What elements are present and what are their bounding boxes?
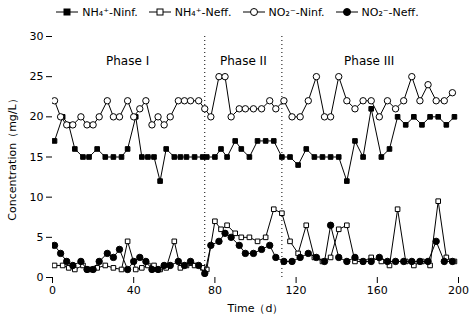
svg-text:30: 30 [30,30,44,43]
html-text:NH₄⁺-Ninf.: NH₄⁺-Ninf. [82,5,138,19]
svg-text:160: 160 [367,284,388,297]
svg-text:0: 0 [49,284,56,297]
svg-text:120: 120 [286,284,307,297]
svg-text:25: 25 [30,70,44,83]
svg-text:20: 20 [30,110,44,123]
svg-text:Time（d）: Time（d） [227,302,284,315]
html-text:NO₂⁻-Ninf.: NO₂⁻-Ninf. [268,5,325,19]
svg-text:Phase III: Phase III [344,54,394,68]
svg-text:200: 200 [448,284,469,297]
svg-text:80: 80 [208,284,222,297]
html-text:NO₂⁻-Neff.: NO₂⁻-Neff. [361,5,419,19]
svg-text:Phase I: Phase I [106,54,149,68]
svg-text:5: 5 [37,231,44,244]
svg-text:0: 0 [37,271,44,284]
html-text:NH₄⁺-Neff.: NH₄⁺-Neff. [174,5,232,19]
svg-text:10: 10 [30,191,44,204]
svg-text:15: 15 [30,151,44,164]
svg-text:40: 40 [127,284,141,297]
svg-text:Phase II: Phase II [220,54,267,68]
svg-text:Concentration（mg/L）: Concentration（mg/L） [6,93,19,220]
